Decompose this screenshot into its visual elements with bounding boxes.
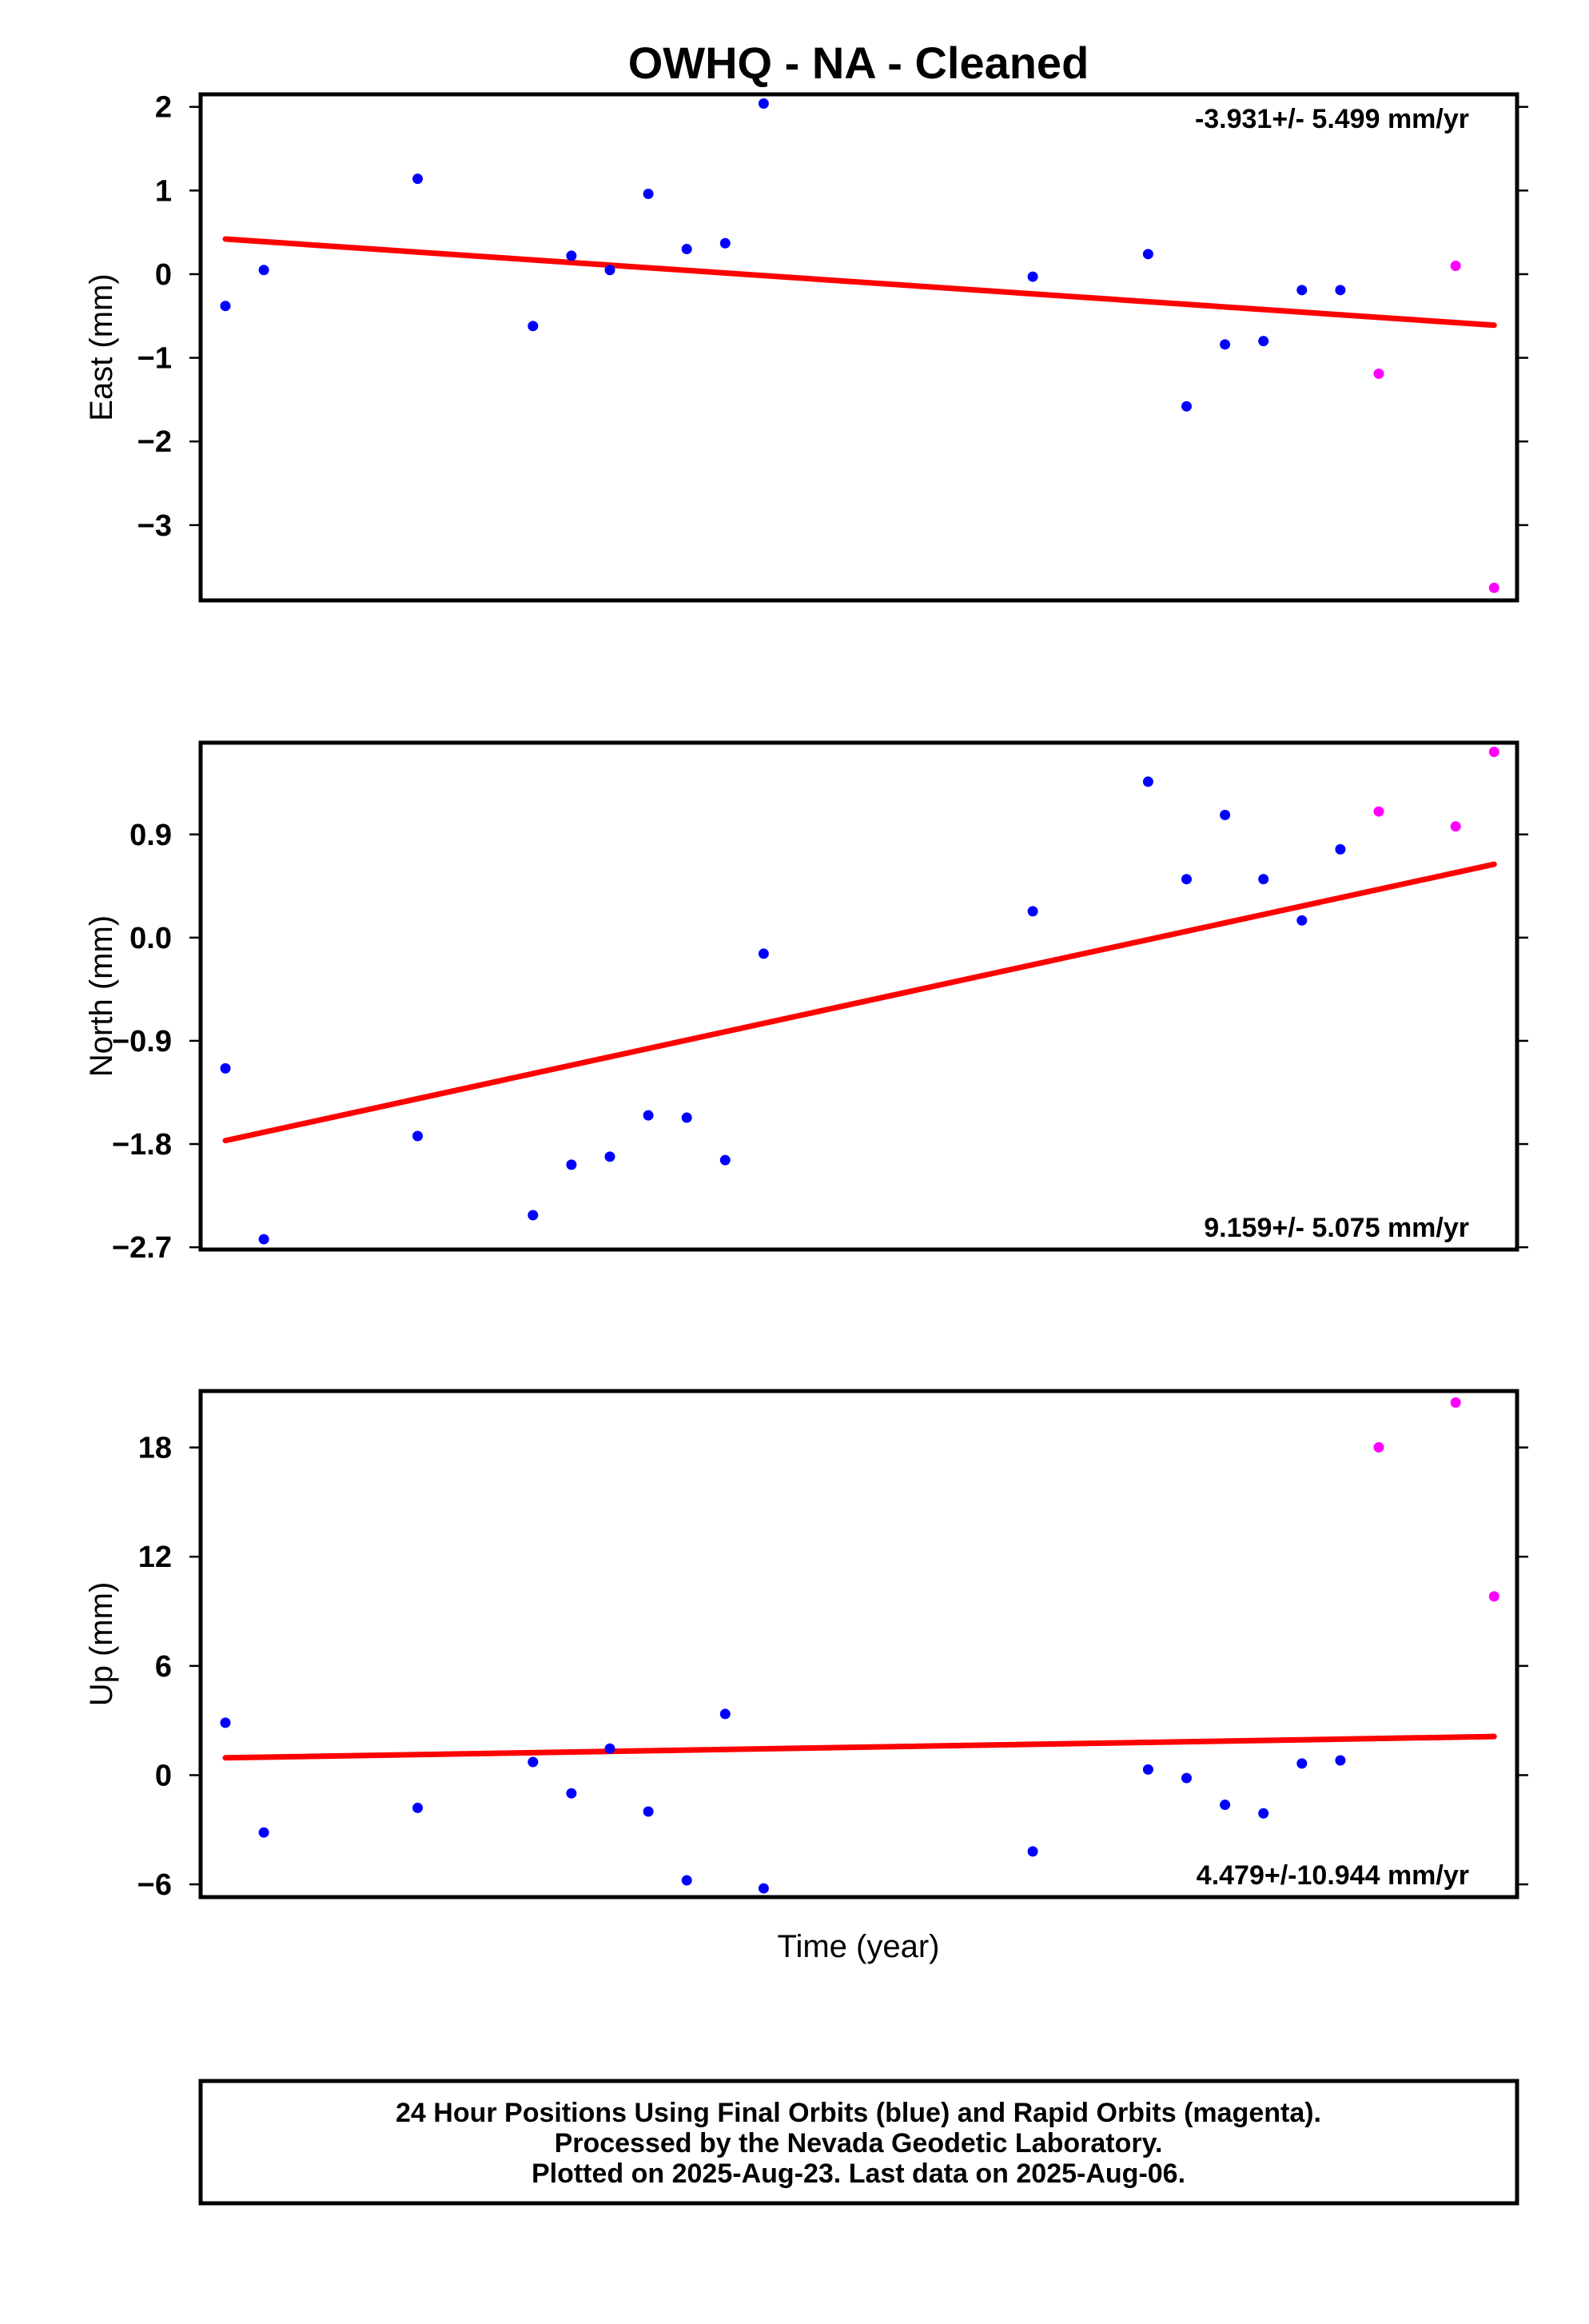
north-final-point: [258, 1234, 269, 1245]
up-final-point: [1142, 1764, 1153, 1775]
east-y-tick-label: −2: [137, 425, 172, 459]
east-final-point: [412, 173, 423, 185]
east-final-point: [1027, 271, 1038, 282]
east-rapid-point: [1488, 582, 1499, 593]
east-final-point: [643, 189, 654, 200]
up-rapid-point: [1373, 1441, 1384, 1453]
east-final-point: [1142, 249, 1153, 260]
north-rapid-point: [1450, 821, 1461, 832]
north-final-point: [1258, 874, 1269, 885]
up-rate-label: 4.479+/-10.944 mm/yr: [1197, 1860, 1469, 1891]
east-y-tick-label: 2: [155, 91, 172, 125]
up-rapid-point: [1488, 1591, 1499, 1602]
up-y-tick-label: −6: [137, 1868, 172, 1902]
north-rapid-point: [1488, 746, 1499, 757]
up-final-point: [758, 1883, 769, 1894]
footer-line-2: Processed by the Nevada Geodetic Laborat…: [555, 2128, 1163, 2159]
up-y-tick-label: 18: [138, 1432, 172, 1465]
up-final-point: [1027, 1846, 1038, 1857]
north-rate-label: 9.159+/- 5.075 mm/yr: [1204, 1213, 1469, 1243]
east-final-point: [258, 265, 269, 276]
north-final-point: [1027, 906, 1038, 917]
up-final-point: [719, 1708, 731, 1720]
up-y-tick-label: 0: [155, 1759, 172, 1792]
up-final-point: [258, 1827, 269, 1838]
north-plot-frame: [198, 740, 1519, 1252]
up-final-point: [220, 1717, 231, 1728]
up-final-point: [643, 1806, 654, 1817]
east-final-point: [604, 265, 615, 276]
north-final-point: [1181, 874, 1192, 885]
east-y-tick-label: 1: [155, 174, 172, 208]
east-final-point: [758, 98, 769, 110]
east-panel: 2 1 0 −1 −2 −3 East (mm) -3.931+/- 5.499 mm/yr: [84, 91, 1528, 603]
east-rapid-point: [1373, 368, 1384, 379]
east-final-point: [681, 244, 692, 255]
east-rapid-point: [1450, 260, 1461, 271]
up-final-point: [1220, 1800, 1231, 1811]
north-final-point: [758, 948, 769, 959]
up-trend-line: [222, 1733, 1497, 1761]
east-trend-line: [222, 236, 1497, 329]
north-final-point: [1296, 915, 1308, 926]
north-final-point: [719, 1154, 731, 1166]
up-plot-frame: [198, 1389, 1519, 1899]
up-rapid-point: [1450, 1397, 1461, 1408]
north-y-tick-label: −0.9: [112, 1025, 172, 1058]
east-rate-label: -3.931+/- 5.499 mm/yr: [1195, 104, 1469, 134]
east-final-point: [1296, 285, 1308, 296]
north-panel: 0.9 0.0 −0.9 −1.8 −2.7 North (mm) 9.159+/- 5.0…: [84, 740, 1528, 1265]
east-y-tick-label: −1: [137, 342, 172, 376]
north-y-tick-label: −1.8: [112, 1128, 172, 1162]
up-final-point: [604, 1743, 615, 1754]
north-final-point: [220, 1062, 231, 1074]
up-final-point: [412, 1802, 423, 1813]
north-final-point: [528, 1210, 539, 1221]
east-y-axis-label: East (mm): [84, 273, 119, 421]
up-y-tick-label: 12: [138, 1541, 172, 1574]
up-final-point: [528, 1756, 539, 1768]
east-final-point: [1181, 401, 1192, 412]
east-plot-frame: [198, 92, 1519, 603]
north-y-tick-label: 0.9: [129, 819, 172, 852]
east-final-point: [528, 321, 539, 332]
east-y-tick-label: 0: [155, 258, 172, 292]
up-final-point: [1296, 1758, 1308, 1769]
north-rapid-point: [1373, 806, 1384, 817]
up-final-point: [566, 1788, 577, 1799]
east-final-point: [719, 237, 731, 249]
east-final-point: [220, 301, 231, 312]
up-final-point: [681, 1875, 692, 1886]
north-y-axis-label: North (mm): [84, 915, 119, 1077]
north-final-point: [566, 1159, 577, 1170]
north-final-point: [1142, 776, 1153, 787]
up-final-point: [1181, 1772, 1192, 1784]
footer-box: [198, 2079, 1519, 2206]
footer-line-3: Plotted on 2025-Aug-23. Last data on 202…: [532, 2159, 1185, 2189]
up-y-axis-label: Up (mm): [84, 1582, 119, 1707]
north-final-point: [643, 1110, 654, 1121]
east-final-point: [1258, 336, 1269, 347]
x-axis-label: Time (year): [778, 1929, 940, 1964]
north-y-tick-label: 0.0: [129, 922, 172, 955]
up-final-point: [1258, 1808, 1269, 1819]
east-final-point: [1335, 285, 1346, 296]
up-final-point: [1335, 1755, 1346, 1766]
north-final-point: [681, 1112, 692, 1123]
north-y-tick-label: −2.7: [112, 1231, 172, 1265]
east-y-tick-label: −3: [137, 509, 172, 543]
up-panel: 18 12 6 0 −6 Up (mm) 4.479+/-10.944 mm/yr: [84, 1389, 1528, 1902]
up-y-tick-label: 6: [155, 1650, 172, 1684]
north-trend-line: [222, 861, 1497, 1144]
north-final-point: [412, 1130, 423, 1142]
chart-title: OWHQ - NA - Cleaned: [628, 38, 1089, 88]
north-final-point: [604, 1151, 615, 1162]
east-final-point: [566, 250, 577, 261]
footer-line-1: 24 Hour Positions Using Final Orbits (bl…: [396, 2098, 1321, 2128]
east-final-point: [1220, 339, 1231, 350]
north-final-point: [1335, 843, 1346, 855]
north-final-point: [1220, 809, 1231, 820]
